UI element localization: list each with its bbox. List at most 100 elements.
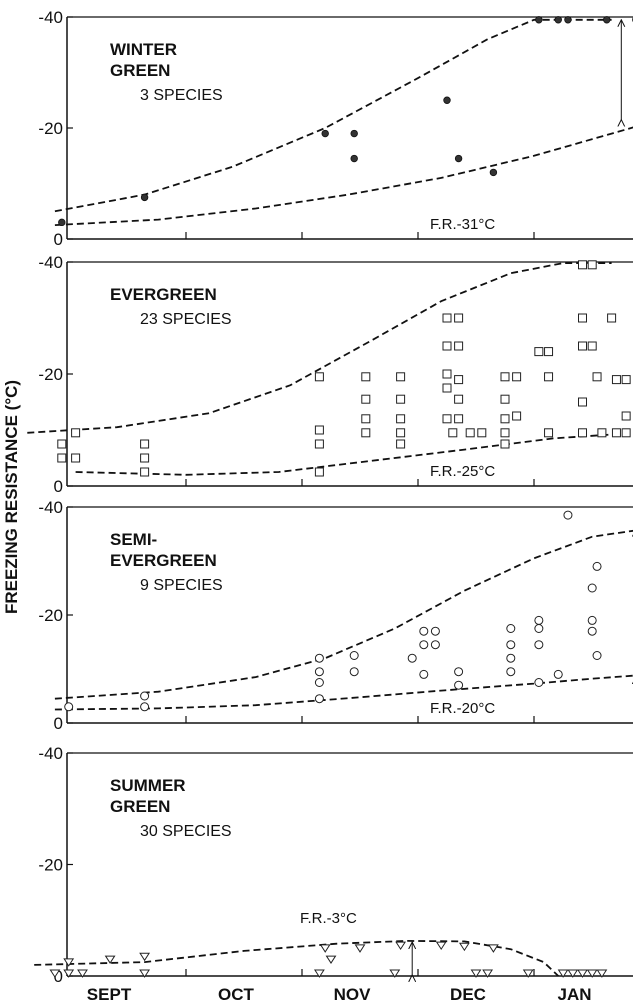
data-point bbox=[443, 342, 451, 350]
data-point bbox=[603, 16, 610, 23]
data-point bbox=[58, 440, 66, 448]
data-point bbox=[535, 641, 543, 649]
data-point bbox=[545, 348, 553, 356]
data-point bbox=[593, 652, 601, 660]
panel-title-line: SUMMER bbox=[110, 776, 186, 795]
data-point bbox=[455, 415, 463, 423]
data-point bbox=[437, 942, 446, 949]
panel-title-line: SEMI- bbox=[110, 530, 157, 549]
data-point bbox=[315, 668, 323, 676]
data-point bbox=[622, 429, 630, 437]
data-point bbox=[350, 668, 358, 676]
data-point bbox=[535, 679, 543, 687]
data-point bbox=[397, 429, 405, 437]
data-point bbox=[140, 953, 149, 960]
data-point bbox=[507, 668, 515, 676]
data-point bbox=[397, 395, 405, 403]
y-tick-label: -20 bbox=[38, 606, 63, 625]
data-point bbox=[443, 415, 451, 423]
data-point bbox=[608, 314, 616, 322]
data-point bbox=[315, 695, 323, 703]
data-point bbox=[513, 412, 521, 420]
month-label: OCT bbox=[218, 985, 255, 1004]
data-point bbox=[622, 376, 630, 384]
data-point bbox=[59, 219, 66, 226]
month-label: NOV bbox=[334, 985, 372, 1004]
data-point bbox=[443, 370, 451, 378]
lower-envelope-curve bbox=[55, 92, 633, 225]
data-point bbox=[141, 440, 149, 448]
data-point bbox=[315, 440, 323, 448]
species-count: 9 SPECIES bbox=[140, 577, 223, 594]
data-point bbox=[564, 511, 572, 519]
panel-1: 0 -20 -40 WINTER GREEN 3 SPECIES F.R.-31°C bbox=[38, 8, 633, 249]
month-label: JAN bbox=[557, 985, 591, 1004]
y-tick-label: -20 bbox=[38, 856, 63, 875]
data-point bbox=[588, 342, 596, 350]
data-point bbox=[443, 384, 451, 392]
y-tick-label: -20 bbox=[38, 365, 63, 384]
data-point bbox=[351, 155, 358, 162]
y-tick-label: 0 bbox=[54, 230, 63, 249]
panel-title-line: EVERGREEN bbox=[110, 551, 217, 570]
data-point bbox=[612, 376, 620, 384]
data-point bbox=[420, 670, 428, 678]
data-point bbox=[362, 395, 370, 403]
y-tick-label: 0 bbox=[54, 714, 63, 733]
data-point bbox=[588, 584, 596, 592]
data-point bbox=[622, 412, 630, 420]
data-point bbox=[535, 625, 543, 633]
y-tick-label: -40 bbox=[38, 498, 63, 517]
data-point bbox=[141, 454, 149, 462]
data-point bbox=[58, 454, 66, 462]
data-point bbox=[351, 130, 358, 137]
data-point bbox=[501, 415, 509, 423]
data-point bbox=[588, 261, 596, 269]
data-point bbox=[72, 454, 80, 462]
y-tick-label: -20 bbox=[38, 119, 63, 138]
data-point bbox=[455, 342, 463, 350]
data-point bbox=[431, 641, 439, 649]
month-label: DEC bbox=[450, 985, 486, 1004]
data-point bbox=[455, 681, 463, 689]
freezing-resistance-label: F.R.-25°C bbox=[430, 463, 495, 480]
data-point bbox=[466, 429, 474, 437]
species-count: 3 SPECIES bbox=[140, 87, 223, 104]
freezing-resistance-label: F.R.-31°C bbox=[430, 216, 495, 233]
data-point bbox=[420, 627, 428, 635]
y-tick-label: -40 bbox=[38, 8, 63, 27]
data-point bbox=[535, 348, 543, 356]
data-point bbox=[321, 945, 330, 952]
data-point bbox=[315, 654, 323, 662]
data-point bbox=[397, 415, 405, 423]
data-point bbox=[455, 376, 463, 384]
freezing-resistance-label: F.R.-3°C bbox=[300, 910, 357, 927]
data-point bbox=[420, 641, 428, 649]
data-point bbox=[501, 440, 509, 448]
data-point bbox=[455, 395, 463, 403]
data-point bbox=[501, 395, 509, 403]
y-tick-label: 0 bbox=[54, 477, 63, 496]
species-count: 23 SPECIES bbox=[140, 311, 232, 328]
data-point bbox=[455, 155, 462, 162]
data-point bbox=[460, 943, 469, 950]
panel-2: 0 -20 -40 EVERGREEN 23 SPECIES F.R.-25°C bbox=[27, 253, 633, 496]
lower-envelope-curve bbox=[76, 435, 633, 478]
data-point bbox=[322, 130, 329, 137]
panel-title-line: EVERGREEN bbox=[110, 285, 217, 304]
data-point bbox=[555, 16, 562, 23]
data-point bbox=[455, 314, 463, 322]
data-point bbox=[397, 373, 405, 381]
y-tick-label: -40 bbox=[38, 744, 63, 763]
data-point bbox=[489, 945, 498, 952]
data-point bbox=[565, 16, 572, 23]
data-point bbox=[579, 261, 587, 269]
data-point bbox=[588, 627, 596, 635]
data-point bbox=[593, 562, 601, 570]
data-point bbox=[443, 314, 451, 322]
data-point bbox=[513, 373, 521, 381]
data-point bbox=[579, 398, 587, 406]
y-axis-label: FREEZING RESISTANCE (°C) bbox=[2, 380, 21, 614]
freezing-resistance-label: F.R.-20°C bbox=[430, 700, 495, 717]
